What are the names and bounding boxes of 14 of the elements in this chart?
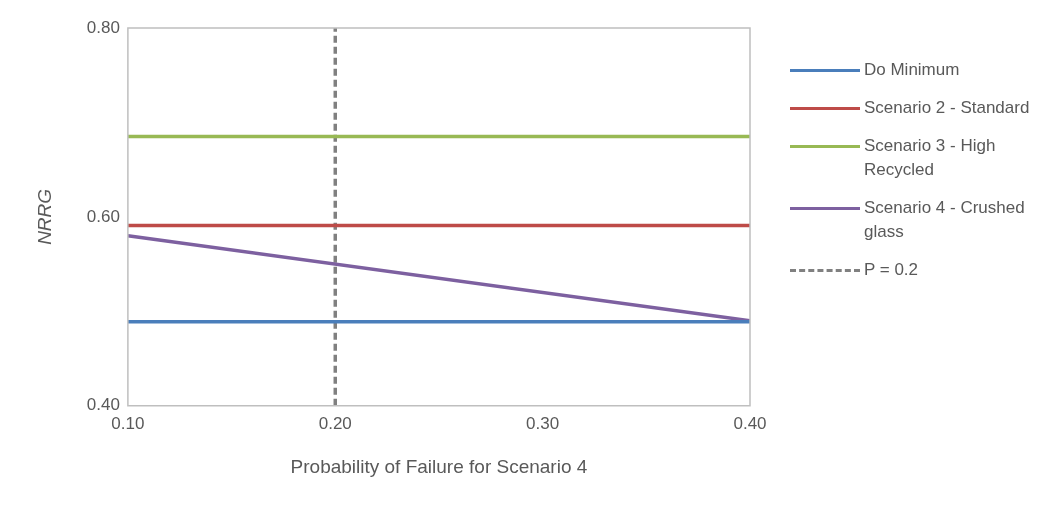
y-tick-label: 0.60 [86, 206, 120, 226]
x-tick-label: 0.40 [733, 413, 767, 433]
legend-label: Scenario 2 - Standard [864, 97, 1030, 119]
y-tick-label: 0.80 [86, 17, 120, 37]
y-tick-label: 0.40 [86, 395, 120, 415]
x-tick-label: 0.20 [318, 413, 352, 433]
legend-label: Scenario 3 - High Recycled [864, 135, 997, 181]
legend-label: P = 0.2 [864, 259, 919, 281]
x-tick-label: 0.30 [526, 413, 560, 433]
legend-label: Scenario 4 - Crushed glass [864, 197, 1026, 243]
x-axis-title: Probability of Failure for Scenario 4 [290, 455, 588, 477]
legend-label: Do Minimum [864, 59, 960, 81]
x-tick-label: 0.10 [111, 413, 145, 433]
y-axis-title: NRRG [33, 188, 55, 245]
